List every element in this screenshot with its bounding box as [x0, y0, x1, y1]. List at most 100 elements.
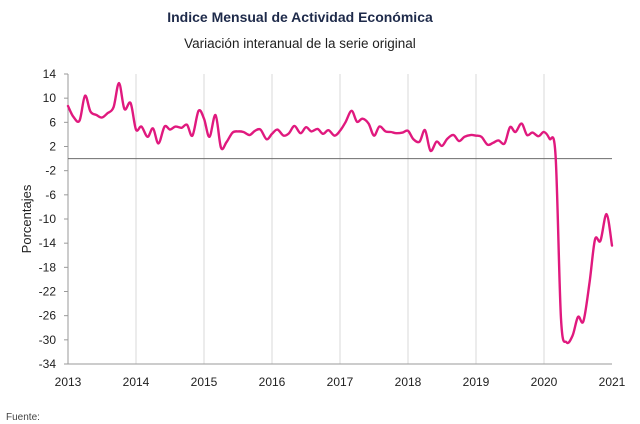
data-point-94	[599, 240, 601, 242]
y-tick-6: 6	[49, 115, 56, 129]
x-tick-2019: 2019	[463, 375, 490, 389]
data-point-95	[605, 213, 607, 215]
x-tick-2016: 2016	[259, 375, 286, 389]
x-tick-2018: 2018	[395, 375, 422, 389]
y-tick-10: 10	[43, 91, 57, 105]
y-tick--26: -26	[39, 309, 57, 323]
data-point-35	[265, 138, 267, 140]
data-point-48	[339, 130, 341, 132]
axes	[64, 73, 612, 365]
data-point-55	[378, 125, 380, 127]
data-point-18	[169, 128, 171, 130]
data-point-14	[146, 136, 148, 138]
data-point-73	[480, 136, 482, 138]
x-tick-labels: 2013 2014 2015 2016 2017 2018 2019 2020 2021	[55, 375, 626, 389]
data-point-50	[350, 110, 352, 112]
chart-title: Indice Mensual de Actividad Económica	[167, 9, 433, 25]
data-point-84	[543, 131, 545, 133]
data-point-75	[492, 142, 494, 144]
data-point-69	[458, 140, 460, 142]
y-tick--10: -10	[39, 212, 57, 226]
data-point-83	[537, 135, 539, 137]
x-tick-2020: 2020	[531, 375, 558, 389]
data-point-5	[95, 114, 97, 116]
data-point-39	[288, 132, 290, 134]
data-point-58	[395, 132, 397, 134]
y-tick--34: -34	[39, 357, 57, 371]
data-point-40	[293, 125, 295, 127]
y-tick--6: -6	[45, 188, 56, 202]
data-point-79	[514, 131, 516, 133]
data-point-70	[463, 136, 465, 138]
data-point-51	[356, 121, 358, 123]
data-point-64	[429, 150, 431, 152]
data-point-46	[327, 129, 329, 131]
data-point-59	[401, 131, 403, 133]
data-point-90	[577, 316, 579, 318]
data-point-25	[208, 136, 210, 138]
data-point-85	[548, 137, 550, 139]
data-point-86	[554, 154, 556, 156]
data-point-63	[424, 129, 426, 131]
y-tick--22: -22	[39, 285, 57, 299]
data-point-13	[140, 125, 142, 127]
data-point-24	[203, 118, 205, 120]
data-point-20	[180, 127, 182, 129]
data-point-17	[163, 125, 165, 127]
data-point-33	[254, 130, 256, 132]
data-point-9	[118, 82, 120, 84]
data-point-43	[310, 130, 312, 132]
data-point-34	[259, 128, 261, 130]
data-point-0	[67, 105, 69, 107]
data-point-62	[418, 140, 420, 142]
x-tick-2013: 2013	[55, 375, 82, 389]
data-point-42	[305, 126, 307, 128]
data-point-38	[282, 134, 284, 136]
series-line	[66, 81, 614, 345]
y-tick--2: -2	[45, 164, 56, 178]
data-point-80	[520, 122, 522, 124]
data-point-44	[316, 128, 318, 130]
data-point-53	[367, 122, 369, 124]
y-tick--14: -14	[39, 236, 57, 250]
data-point-4	[89, 110, 91, 112]
data-point-30	[237, 130, 239, 132]
y-tick-2: 2	[49, 140, 56, 154]
data-point-36	[271, 133, 273, 135]
data-point-45	[322, 133, 324, 135]
y-tick--30: -30	[39, 333, 57, 347]
data-point-11	[129, 102, 131, 104]
data-point-93	[594, 238, 596, 240]
data-point-96	[611, 244, 613, 246]
data-point-7	[106, 112, 108, 114]
data-point-65	[435, 140, 437, 142]
data-point-2	[78, 119, 80, 121]
data-point-23	[197, 110, 199, 112]
data-point-68	[452, 134, 454, 136]
data-point-19	[174, 125, 176, 127]
data-point-66	[441, 145, 443, 147]
y-tick--18: -18	[39, 260, 57, 274]
data-point-54	[373, 134, 375, 136]
data-point-72	[475, 134, 477, 136]
x-tick-2021: 2021	[599, 375, 626, 389]
data-point-57	[390, 131, 392, 133]
series-group	[66, 81, 614, 345]
data-point-32	[248, 134, 250, 136]
data-point-89	[571, 334, 573, 336]
data-point-76	[497, 139, 499, 141]
data-point-15	[152, 127, 154, 129]
y-tick-14: 14	[43, 67, 57, 81]
data-point-31	[242, 131, 244, 133]
data-point-56	[384, 130, 386, 132]
data-point-61	[412, 138, 414, 140]
data-point-91	[582, 320, 584, 322]
data-point-26	[214, 114, 216, 116]
data-point-74	[486, 143, 488, 145]
data-point-6	[101, 116, 103, 118]
data-point-60	[407, 130, 409, 132]
data-point-71	[469, 134, 471, 136]
data-point-1	[72, 116, 74, 118]
data-point-12	[135, 128, 137, 130]
data-point-78	[509, 126, 511, 128]
